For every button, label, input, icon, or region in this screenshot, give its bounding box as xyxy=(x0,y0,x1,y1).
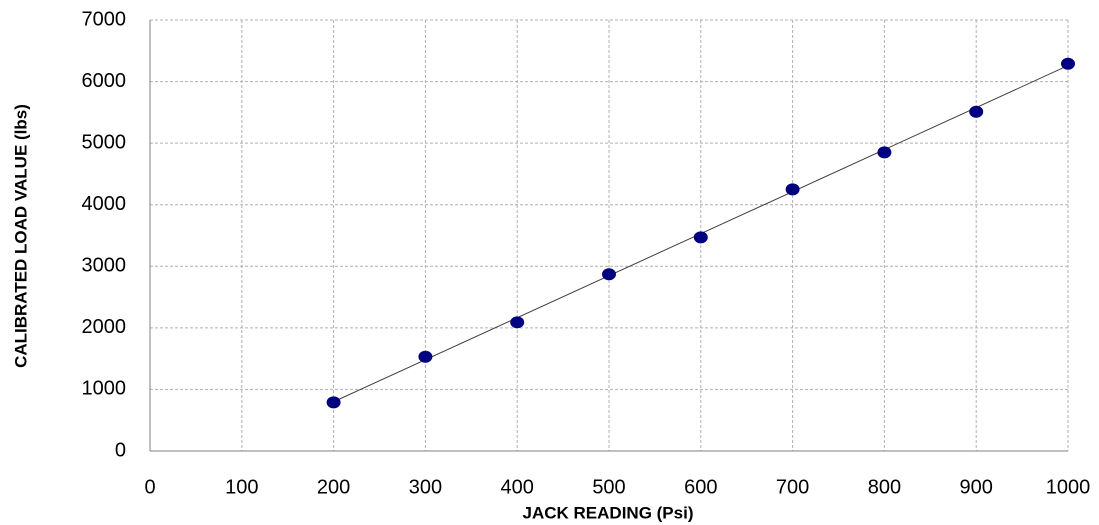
y-tick-label: 3000 xyxy=(82,255,127,277)
x-tick-label: 900 xyxy=(960,476,993,498)
data-point xyxy=(877,146,892,159)
x-tick-label: 500 xyxy=(592,476,625,498)
x-tick-label: 1000 xyxy=(1046,476,1091,498)
x-tick-label: 100 xyxy=(225,476,258,498)
x-tick-label: 300 xyxy=(409,476,442,498)
y-tick-label: 7000 xyxy=(82,8,127,30)
data-point xyxy=(326,396,341,409)
x-tick-label: 600 xyxy=(684,476,717,498)
y-axis-title: CALIBRATED LOAD VALUE (lbs) xyxy=(11,104,30,368)
data-point xyxy=(785,183,800,196)
data-point xyxy=(1061,57,1075,70)
y-tick-label: 1000 xyxy=(82,378,127,400)
data-point xyxy=(602,268,616,281)
x-axis-title: JACK READING (Psi) xyxy=(523,503,694,522)
y-tick-label: 6000 xyxy=(82,70,127,92)
x-tick-label: 200 xyxy=(317,476,350,498)
data-point xyxy=(418,350,433,363)
data-point xyxy=(510,316,525,329)
y-tick-label: 5000 xyxy=(82,131,127,153)
y-tick-label: 4000 xyxy=(82,193,127,215)
x-tick-label: 0 xyxy=(144,476,155,498)
y-tick-label: 0 xyxy=(115,439,126,461)
x-tick-label: 400 xyxy=(501,476,534,498)
x-tick-label: 700 xyxy=(776,476,809,498)
x-tick-label: 800 xyxy=(868,476,901,498)
data-point xyxy=(969,105,984,118)
data-point xyxy=(693,231,708,244)
y-tick-label: 2000 xyxy=(82,316,127,338)
